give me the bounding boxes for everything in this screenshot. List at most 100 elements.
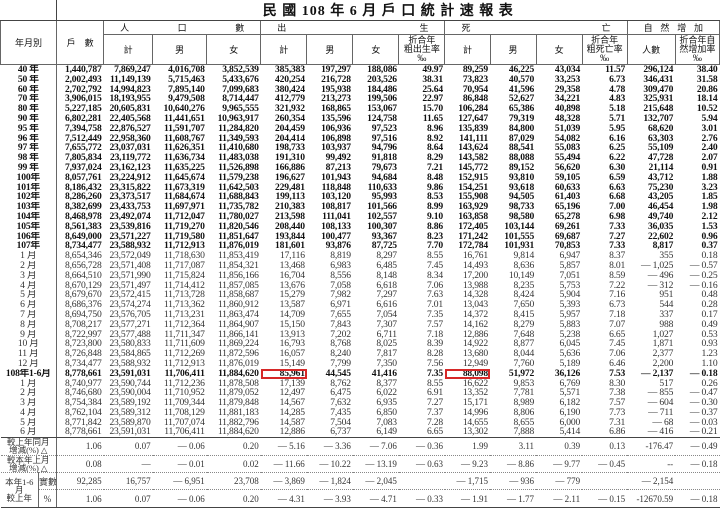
cell-births-female: 95,993 xyxy=(371,192,397,203)
cell-natural-increase-count: 21,114 xyxy=(648,162,674,173)
cell-households: 7,805,834 xyxy=(65,153,102,163)
cell-households: 8,746,680 xyxy=(65,388,102,399)
cell-deaths-total: 13,352 xyxy=(462,388,488,399)
cell-population-total: 23,584,865 xyxy=(109,349,151,359)
ytd-comparison-row: % 1.06 0.07— 0.06 0.20— 4.31— 3.93— 4.71— 0… xyxy=(1,489,720,508)
row-label: 108年1-6月 xyxy=(0,368,58,379)
cell-deaths-male: 8,877 xyxy=(513,339,535,350)
cell-population-total: 23,572,415 xyxy=(109,290,151,301)
cell-birth-rate: 7.21 xyxy=(426,162,443,173)
cell-death-rate: 7.31 xyxy=(609,417,626,428)
cell-deaths-male: 88,541 xyxy=(508,143,535,154)
cell-deaths-total: 13,988 xyxy=(462,280,488,291)
cell-population-total: 22,876,527 xyxy=(109,123,151,134)
cell-deaths-total: 14,372 xyxy=(462,309,488,320)
cell-natural-increase-count: 22,602 xyxy=(648,231,674,242)
cell-death-rate: 7.22 xyxy=(609,280,626,291)
cell-births-female: 79,673 xyxy=(371,162,397,173)
cell-natural-increase-count: — 416 xyxy=(627,427,676,439)
cell-birth-rate: 11.65 xyxy=(422,113,443,124)
cell-birth-rate: 7.27 xyxy=(426,398,443,408)
table-row: 4 月 8,762,104 23,589,312 11,708,129 11,881,1… xyxy=(0,407,720,418)
cell-births-male: 8,556 xyxy=(330,270,351,281)
cell-births-female: 100,307 xyxy=(367,221,397,232)
subheader-death-rate: 折合年 粗死亡率 ‰ xyxy=(581,34,628,65)
cell-population-male: 11,673,319 xyxy=(164,182,205,193)
cell-natural-increase-count: 544 xyxy=(659,300,674,310)
cell-population-male: 11,712,269 xyxy=(163,349,205,359)
cell-population-male: 11,706,411 xyxy=(164,368,205,379)
subheader-births-male: 男 xyxy=(306,34,354,65)
subheader-deaths-female: 女 xyxy=(535,34,583,65)
cell-births-total: 412,779 xyxy=(275,94,305,105)
cell-population-male: 11,713,362 xyxy=(163,300,205,310)
cell-death-rate: 7.27 xyxy=(609,231,626,242)
cell-natural-increase-rate: 3.01 xyxy=(701,123,718,134)
cell-births-male: 7,982 xyxy=(330,290,351,301)
cell-births-female: 6,616 xyxy=(376,300,397,310)
cell-death-rate: 0.13 xyxy=(582,437,628,456)
row-label: 101年 xyxy=(0,182,58,193)
cell-population-male: 11,712,236 xyxy=(163,378,205,389)
cell-population-male: — 6,951 xyxy=(152,472,207,491)
table-row: 103年 8,382,699 23,433,753 11,697,971 11,735,… xyxy=(0,202,720,212)
table-row: 11 月 8,726,848 23,584,865 11,712,269 11,872,… xyxy=(0,349,720,359)
row-label: 99 年 xyxy=(0,162,58,173)
row-label: 40 年 xyxy=(0,64,58,75)
cell-natural-increase-count: 346,431 xyxy=(643,74,674,85)
cell-households: 8,679,670 xyxy=(65,290,102,301)
cell-natural-increase-rate: 1.88 xyxy=(701,172,718,183)
cell-births-female: 41,416 xyxy=(371,368,397,379)
cell-population-female: 11,410,680 xyxy=(218,143,259,154)
cell-births-total: 13,676 xyxy=(279,280,305,291)
cell-birth-rate: 8.39 xyxy=(426,339,443,350)
cell-deaths-total: 12,886 xyxy=(462,329,488,340)
cell-population-male: — 0.06 xyxy=(152,489,207,508)
cell-population-male: 10,640,276 xyxy=(163,104,205,114)
cell-natural-increase-rate: 0.93 xyxy=(701,339,718,350)
cell-deaths-total: 13,680 xyxy=(462,349,488,359)
cell-natural-increase-count: 43,712 xyxy=(648,172,674,183)
cell-births-total: 15,149 xyxy=(279,358,305,369)
cell-households: 8,740,977 xyxy=(65,378,102,389)
cell-death-rate: 8.59 xyxy=(609,270,626,281)
cell-deaths-total: 152,915 xyxy=(458,172,488,183)
cell-population-total: 23,576,705 xyxy=(109,309,151,320)
cell-deaths-male: 8,044 xyxy=(513,349,535,359)
cell-households: 8,726,848 xyxy=(65,349,102,359)
cell-population-female: 11,879,848 xyxy=(217,398,259,408)
cell-death-rate: 4.78 xyxy=(609,84,626,95)
table-row: 102年 8,286,260 23,373,517 11,684,674 11,688,… xyxy=(0,192,720,203)
cell-birth-rate: 8.64 xyxy=(426,143,443,154)
subheader-births-female: 女 xyxy=(352,34,400,65)
cell-population-total: 0.07 xyxy=(103,489,153,508)
cell-deaths-total: 14,655 xyxy=(462,417,488,428)
cell-births-total: 196,627 xyxy=(275,172,305,183)
cell-population-total: 11,149,139 xyxy=(109,74,151,85)
cell-births-female: 124,758 xyxy=(367,113,397,124)
cell-households: 2,702,792 xyxy=(65,84,102,95)
cell-births-female: 6,149 xyxy=(352,427,399,439)
cell-birth-rate: 7.28 xyxy=(426,417,443,428)
cell-population-total: 23,571,497 xyxy=(109,280,151,291)
cell-deaths-female: 5,393 xyxy=(559,300,581,310)
cell-deaths-total: 15,171 xyxy=(462,398,488,408)
cell-births-female: 188,086 xyxy=(367,64,397,75)
cell-births-total: 210,383 xyxy=(275,202,305,212)
cell-deaths-total: 1.99 xyxy=(444,437,490,456)
cell-births-male: 8,768 xyxy=(330,339,351,350)
table-row: 106年 8,649,000 23,571,227 11,719,580 11,851,… xyxy=(0,231,720,242)
cell-births-female: 6,485 xyxy=(376,260,397,271)
cell-natural-increase-count: 132,707 xyxy=(643,113,674,124)
cell-deaths-total: 70,954 xyxy=(462,84,488,95)
cell-deaths-total: 154,251 xyxy=(458,182,488,193)
cell-population-male: 11,635,225 xyxy=(164,162,205,173)
cell-households: 8,649,000 xyxy=(65,231,102,242)
cell-births-total: 198,733 xyxy=(275,143,305,154)
cell-deaths-total: 163,929 xyxy=(458,202,488,212)
cell-natural-increase-count: 337 xyxy=(659,309,674,320)
cell-population-female: 5,433,676 xyxy=(222,74,259,85)
cell-deaths-total: 73,823 xyxy=(462,74,488,85)
cell-deaths-female: 48,328 xyxy=(554,113,581,124)
cell-deaths-male: 8,279 xyxy=(513,319,535,330)
